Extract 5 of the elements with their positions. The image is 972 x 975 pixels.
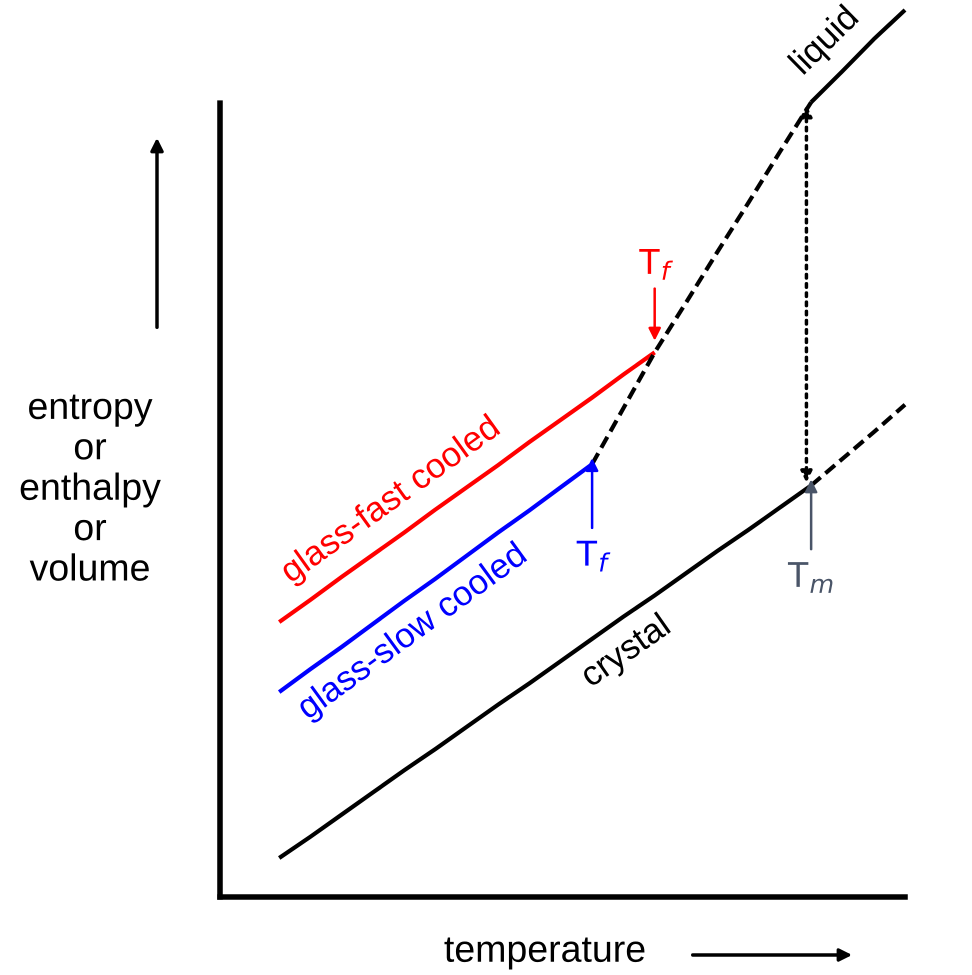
annotation: T$_{f}$	[576, 540, 610, 572]
y-axis-title: entropy or enthalpy or volume	[20, 394, 161, 581]
x-axis-title: temperature	[444, 937, 644, 970]
annotation: T$_{f}$	[639, 249, 673, 280]
annotation: T$_{m}$	[788, 562, 832, 593]
